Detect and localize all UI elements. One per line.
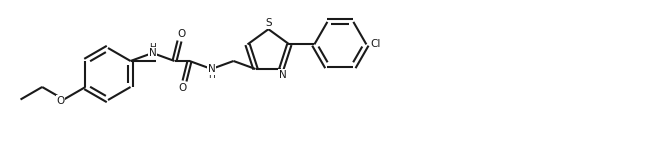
Text: S: S <box>265 18 272 28</box>
Text: O: O <box>178 83 187 93</box>
Text: N: N <box>208 64 215 74</box>
Text: Cl: Cl <box>370 39 381 49</box>
Text: H: H <box>149 42 156 52</box>
Text: N: N <box>149 48 156 58</box>
Text: H: H <box>208 71 215 80</box>
Text: N: N <box>278 70 286 80</box>
Text: O: O <box>57 95 65 106</box>
Text: O: O <box>178 29 185 39</box>
